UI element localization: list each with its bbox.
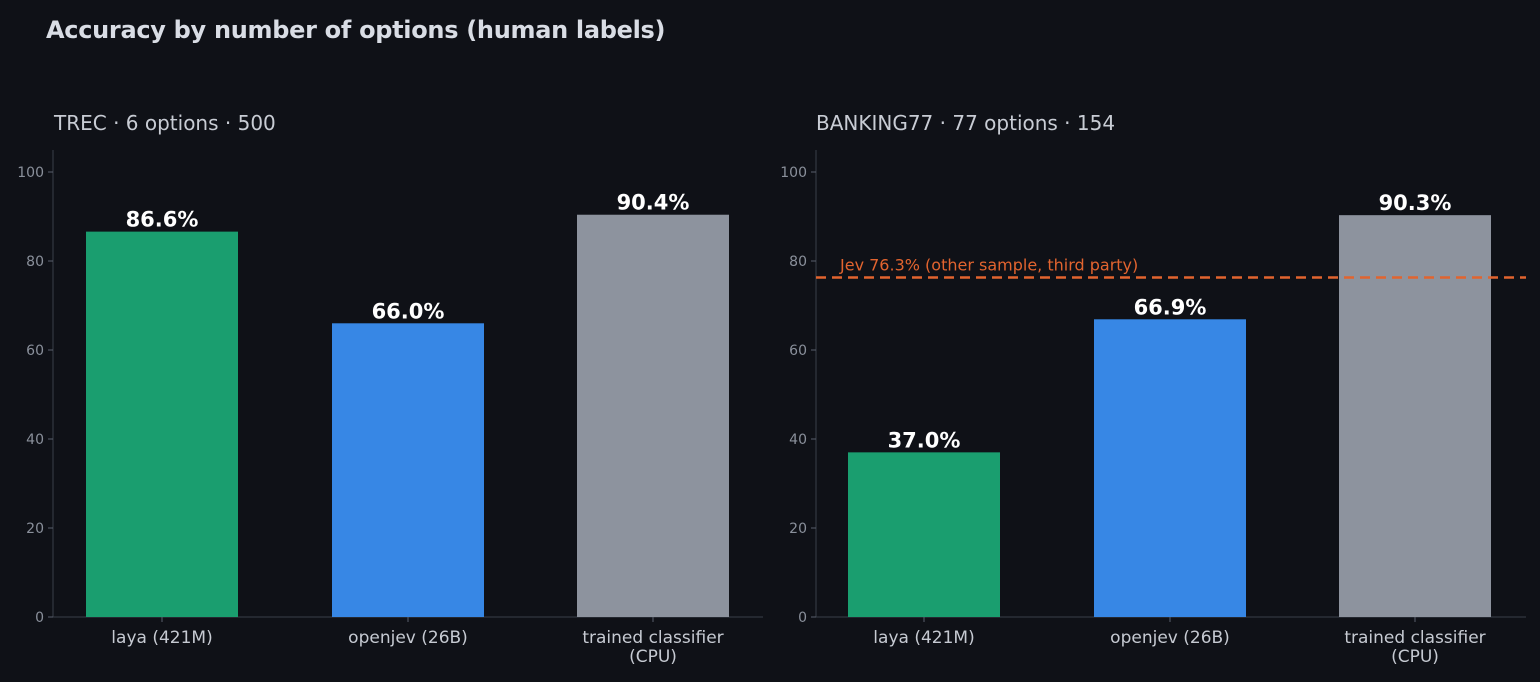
y-tick-label: 0 xyxy=(35,610,44,626)
x-tick-label: laya (421M) xyxy=(873,628,974,648)
reference-line-label: Jev 76.3% (other sample, third party) xyxy=(839,255,1138,274)
figure-title: Accuracy by number of options (human lab… xyxy=(46,16,666,44)
bar xyxy=(1339,215,1491,618)
y-tick-label: 20 xyxy=(789,521,807,537)
bar xyxy=(848,452,1000,617)
y-tick-label: 100 xyxy=(780,165,807,181)
y-tick-label: 60 xyxy=(26,343,44,359)
y-tick-label: 20 xyxy=(26,521,44,537)
data-label: 90.3% xyxy=(1379,191,1452,215)
bar-chart-trec: 0 20 40 60 80 100 86.6% 66.0% 90.4% laya (421M) op… xyxy=(17,150,763,667)
data-label: 66.9% xyxy=(1134,295,1207,319)
data-label: 37.0% xyxy=(888,428,961,452)
y-tick-label: 80 xyxy=(789,254,807,270)
y-tick-label: 0 xyxy=(798,610,807,626)
x-tick-label: laya (421M) xyxy=(111,628,212,648)
x-tick-label: openjev (26B) xyxy=(348,628,468,648)
chart-panel-trec: TREC · 6 options · 500 0 20 40 60 80 100 86.6%… xyxy=(17,111,763,667)
bar xyxy=(332,323,484,617)
data-label: 90.4% xyxy=(617,191,690,215)
chart-panel-banking77: BANKING77 · 77 options · 154 0 20 40 60 80 10… xyxy=(770,0,1540,682)
data-label: 86.6% xyxy=(126,208,199,232)
bar xyxy=(86,231,238,617)
y-tick-label: 100 xyxy=(17,165,44,181)
x-tick-label: trained classifier (CPU) xyxy=(1344,628,1485,667)
y-tick-label: 60 xyxy=(789,343,807,359)
y-tick-label: 80 xyxy=(26,254,44,270)
x-tick-label: trained classifier (CPU) xyxy=(582,628,723,667)
y-tick-label: 40 xyxy=(26,432,44,448)
y-tick-label: 40 xyxy=(789,432,807,448)
data-label: 66.0% xyxy=(372,299,445,323)
panel-title: BANKING77 · 77 options · 154 xyxy=(816,111,1116,135)
x-tick-label: openjev (26B) xyxy=(1110,628,1230,648)
bar xyxy=(1094,319,1246,617)
bar-chart-banking77: 0 20 40 60 80 100 Jev 76.3% (other sample, thi… xyxy=(780,150,1526,667)
panel-title: TREC · 6 options · 500 xyxy=(54,111,276,135)
bar xyxy=(577,214,729,617)
